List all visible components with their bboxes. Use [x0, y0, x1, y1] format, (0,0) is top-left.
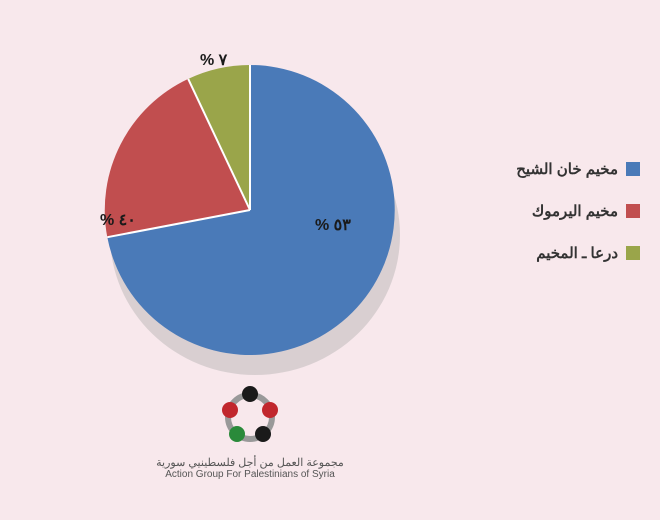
logo-dot: [222, 402, 238, 418]
legend-item-1: مخيم خان الشيح: [516, 160, 640, 178]
legend-item-3: درعا ـ المخيم: [516, 244, 640, 262]
legend-swatch-1: [626, 162, 640, 176]
logo-text-arabic: مجموعة العمل من أجل فلسطينيي سورية: [150, 456, 350, 469]
logo-dot: [242, 386, 258, 402]
logo-dot: [262, 402, 278, 418]
slice-label-1: ٥٣ %: [315, 215, 351, 235]
logo-dot: [229, 426, 245, 442]
logo-icon: [215, 382, 285, 452]
legend-label-2: مخيم اليرموك: [532, 202, 618, 220]
legend-label-1: مخيم خان الشيح: [516, 160, 618, 178]
legend-swatch-2: [626, 204, 640, 218]
legend-swatch-3: [626, 246, 640, 260]
legend: مخيم خان الشيح مخيم اليرموك درعا ـ المخي…: [516, 160, 640, 286]
pie-chart: ٥٣ % ٤٠ % ٧ %: [80, 40, 420, 380]
slice-label-3: ٧ %: [200, 50, 227, 70]
pie-chart-area: ٥٣ % ٤٠ % ٧ %: [40, 20, 460, 420]
legend-label-3: درعا ـ المخيم: [536, 244, 618, 262]
slice-label-2: ٤٠ %: [100, 210, 136, 230]
legend-item-2: مخيم اليرموك: [516, 202, 640, 220]
logo-text-english: Action Group For Palestinians of Syria: [150, 469, 350, 480]
org-logo: مجموعة العمل من أجل فلسطينيي سورية Actio…: [150, 382, 350, 480]
logo-dot: [255, 426, 271, 442]
